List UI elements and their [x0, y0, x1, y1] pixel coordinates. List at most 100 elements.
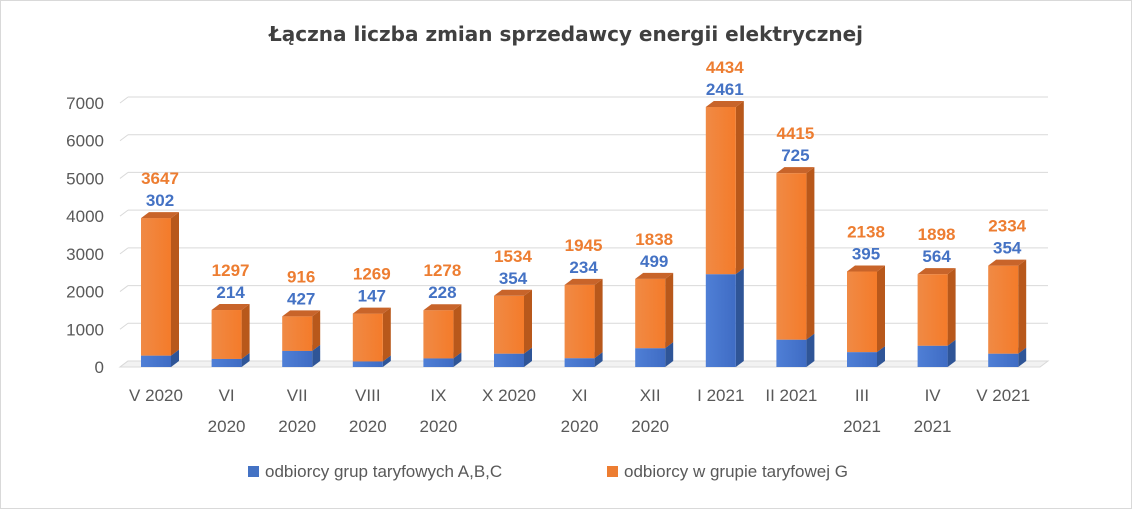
bar-segment-g-top — [494, 289, 532, 296]
x-tick-label: VI — [219, 386, 235, 405]
bar-segment-g-top — [282, 310, 321, 317]
bar-segment-g-top — [776, 167, 815, 174]
bar-segment-g-side — [665, 272, 674, 349]
bar-segment-g-top — [705, 100, 744, 107]
x-tick-label: 2020 — [349, 417, 387, 436]
data-label-g: 2334 — [988, 217, 1026, 236]
bar-segment-g — [494, 289, 532, 354]
data-label-g: 1838 — [635, 230, 673, 249]
bar-segment-g-front — [917, 274, 948, 346]
legend-label: odbiorcy w grupie taryfowej G — [624, 462, 848, 481]
x-tick-label: 2020 — [561, 417, 599, 436]
bar-segment-abc-front — [917, 345, 948, 367]
legend-item-abc: odbiorcy grup taryfowych A,B,C — [248, 462, 502, 481]
data-label-g: 916 — [287, 267, 315, 286]
bar-segment-g-front — [282, 316, 313, 351]
data-label-g: 1898 — [918, 225, 956, 244]
bar-segment-abc-side — [312, 344, 321, 367]
bar-segment-g-side — [735, 100, 744, 275]
bar-segment-abc — [705, 268, 744, 367]
data-label-g: 4415 — [776, 124, 814, 143]
bar-segment-abc-front — [776, 339, 807, 367]
bar-segment-abc-front — [423, 358, 454, 367]
bar-segment-abc-front — [564, 358, 595, 367]
bar-segment-abc-side — [171, 349, 179, 367]
bar-segment-g-side — [312, 310, 321, 351]
bar-segment-abc-side — [735, 268, 744, 367]
legend-swatch — [248, 466, 259, 477]
bar-segment-g-side — [947, 268, 956, 346]
bar-segment-abc-side — [665, 342, 674, 367]
bar-segment-g-top — [847, 265, 885, 272]
gridline-depth — [119, 322, 129, 330]
bar-segment-abc-side — [594, 352, 603, 367]
bar-segment-g-top — [352, 307, 391, 314]
x-tick-label: 2021 — [843, 417, 881, 436]
gridline-depth — [119, 134, 129, 142]
x-tick-label: 2020 — [631, 417, 669, 436]
bar-segment-abc-front — [705, 274, 736, 367]
bar-segment-g-front — [423, 310, 454, 359]
data-label-g: 1278 — [423, 261, 461, 280]
bar-segment-g-front — [494, 295, 524, 354]
x-tick-label: VII — [287, 386, 308, 405]
bar-segment-abc-side — [241, 352, 250, 367]
bar-segment-abc-side — [877, 346, 885, 367]
legend-label: odbiorcy grup taryfowych A,B,C — [265, 462, 502, 481]
bar-segment-g-front — [776, 173, 807, 340]
bar-segment-g-side — [1018, 259, 1027, 354]
bar-segment-g-front — [352, 313, 383, 362]
x-tick-label: V 2020 — [129, 386, 183, 405]
gridline-depth — [119, 172, 129, 179]
y-tick-label: 7000 — [66, 94, 104, 113]
bar-segment-abc-side — [382, 355, 391, 367]
gridline-depth — [119, 96, 129, 104]
gridline-depth — [119, 247, 129, 255]
bar-segment-g-side — [382, 307, 391, 362]
data-label-g: 1534 — [494, 247, 532, 266]
legend-item-g: odbiorcy w grupie taryfowej G — [607, 462, 848, 481]
bar-segment-g-side — [453, 304, 462, 359]
bar-segment-g — [705, 100, 744, 275]
data-label-abc: 2461 — [706, 80, 744, 99]
bar-segment-g-front — [988, 265, 1019, 354]
bar-segment-g-front — [635, 278, 666, 349]
x-tick-label: III — [855, 386, 869, 405]
bar-segment-abc-front — [282, 350, 313, 367]
x-tick-label: II 2021 — [765, 386, 817, 405]
bar-segment-g-side — [524, 289, 532, 354]
data-label-abc: 354 — [993, 239, 1022, 258]
bar-segment-g — [917, 268, 956, 346]
bar-segment-g — [635, 272, 674, 349]
data-label-abc: 302 — [146, 191, 174, 210]
data-label-abc: 354 — [499, 269, 528, 288]
bar-segment-abc-side — [806, 333, 815, 367]
x-tick-label: 2021 — [914, 417, 952, 436]
y-tick-label: 0 — [95, 358, 104, 377]
bar-segment-g-side — [241, 304, 250, 359]
gridline-depth — [119, 209, 129, 217]
bar-segment-g-top — [141, 212, 179, 219]
data-label-g: 3647 — [141, 169, 179, 188]
bar-segment-g-side — [171, 212, 179, 356]
x-tick-label: IX — [430, 386, 446, 405]
bar-segment-g — [988, 259, 1027, 354]
bar-segment-g — [423, 304, 462, 359]
bar-segment-g-top — [917, 268, 956, 275]
bar-segment-g-top — [211, 304, 250, 311]
bar-segment-abc-front — [847, 352, 877, 367]
bar-segment-abc-front — [141, 355, 171, 367]
x-tick-label: IV — [925, 386, 942, 405]
data-label-g: 4434 — [706, 58, 744, 77]
bar-segment-g-front — [211, 310, 242, 359]
gridline-depth — [119, 285, 129, 292]
bar-segment-abc-front — [352, 361, 383, 367]
bar-segment-abc-front — [988, 353, 1019, 367]
bar-segment-g-top — [635, 272, 674, 279]
x-tick-label: VIII — [355, 386, 381, 405]
data-label-abc: 147 — [358, 287, 386, 306]
data-label-abc: 564 — [922, 247, 951, 266]
data-label-g: 1945 — [565, 236, 603, 255]
